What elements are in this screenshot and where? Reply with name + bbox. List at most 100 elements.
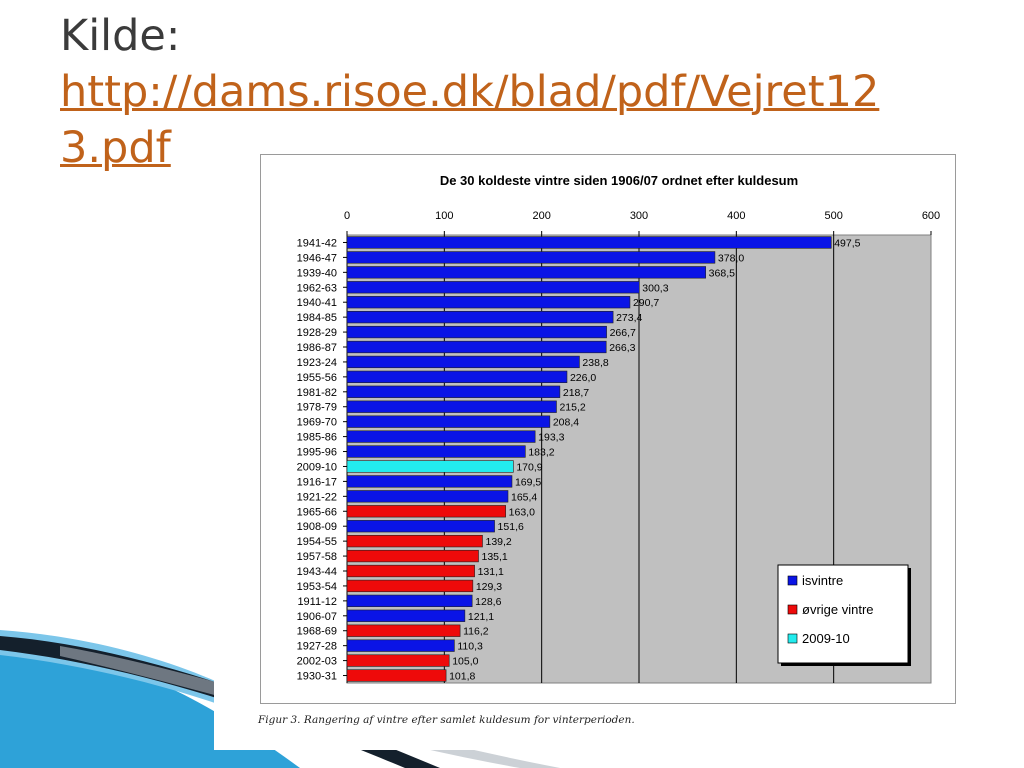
category-label: 1986-87: [297, 342, 337, 354]
bar: [346, 415, 551, 428]
bar: [346, 624, 461, 637]
value-label: 169,5: [515, 476, 541, 488]
category-label: 1978-79: [297, 402, 337, 414]
slide-title: Kilde: http://dams.risoe.dk/blad/pdf/Vej…: [60, 8, 980, 176]
category-label: 1940-41: [297, 297, 337, 309]
category-label: 1916-17: [297, 476, 337, 488]
bar: [346, 609, 466, 622]
category-label: 1923-24: [297, 357, 337, 369]
category-label: 1908-09: [297, 521, 337, 533]
bar: [346, 311, 614, 324]
figure-caption: Figur 3. Rangering af vintre efter samle…: [258, 714, 635, 726]
bar: [346, 445, 526, 458]
value-label: 116,2: [463, 626, 489, 638]
value-label: 378,0: [718, 252, 744, 264]
category-label: 1943-44: [297, 566, 337, 578]
bar: [346, 490, 509, 503]
value-label: 135,1: [481, 551, 507, 563]
value-label: 101,8: [449, 671, 475, 683]
value-label: 121,1: [468, 611, 494, 623]
value-label: 208,4: [553, 417, 579, 429]
value-label: 193,3: [538, 432, 564, 444]
value-label: 151,6: [498, 521, 524, 533]
bar: [346, 549, 479, 563]
chart-frame: De 30 koldeste vintre siden 1906/07 ordn…: [260, 154, 956, 704]
value-label: 273,4: [616, 312, 642, 324]
category-label: 1962-63: [297, 282, 337, 294]
value-label: 131,1: [478, 566, 504, 578]
category-label: 1954-55: [297, 536, 337, 548]
category-label: 1906-07: [297, 611, 337, 623]
x-tick-label: 100: [435, 210, 453, 222]
bar: [346, 400, 557, 413]
value-label: 183,2: [528, 447, 554, 459]
legend-swatch: [787, 575, 798, 586]
category-label: 1995-96: [297, 447, 337, 459]
value-label: 266,3: [609, 342, 635, 354]
category-label: 1957-58: [297, 551, 337, 563]
value-label: 215,2: [559, 402, 585, 414]
value-label: 129,3: [476, 581, 502, 593]
value-label: 368,5: [709, 267, 735, 279]
bar: [346, 370, 568, 383]
x-tick-label: 200: [532, 210, 550, 222]
bar: [346, 535, 483, 548]
x-tick-label: 400: [727, 210, 745, 222]
bar: [346, 639, 455, 652]
category-label: 1939-40: [297, 267, 337, 279]
category-label: 1984-85: [297, 312, 337, 324]
bar: [346, 385, 561, 398]
category-label: 1921-22: [297, 491, 337, 503]
bar: [346, 460, 514, 473]
x-tick-label: 0: [344, 210, 350, 222]
bar: [346, 296, 631, 309]
legend-label: isvintre: [802, 573, 843, 588]
value-label: 497,5: [834, 237, 860, 249]
value-label: 163,0: [509, 506, 535, 518]
x-tick-label: 300: [630, 210, 648, 222]
legend-label: 2009-10: [802, 631, 850, 646]
source-link-continued[interactable]: 3.pdf: [60, 123, 171, 173]
bar: [346, 430, 536, 443]
bar: [346, 669, 447, 682]
category-label: 1955-56: [297, 372, 337, 384]
value-label: 238,8: [582, 357, 608, 369]
bar: [346, 281, 640, 294]
bar: [346, 654, 450, 667]
chart-title: De 30 koldeste vintre siden 1906/07 ordn…: [440, 173, 798, 188]
value-label: 218,7: [563, 387, 589, 399]
source-link[interactable]: http://dams.risoe.dk/blad/pdf/Vejret12: [60, 67, 880, 117]
category-label: 1930-31: [297, 671, 337, 683]
category-label: 1968-69: [297, 626, 337, 638]
value-label: 139,2: [485, 536, 511, 548]
bar: [346, 325, 607, 339]
value-label: 266,7: [610, 327, 636, 339]
category-label: 1969-70: [297, 417, 337, 429]
category-label: 1911-12: [297, 596, 337, 608]
bar-chart: De 30 koldeste vintre siden 1906/07 ordn…: [297, 173, 940, 684]
category-label: 1946-47: [297, 252, 337, 264]
value-label: 300,3: [642, 282, 668, 294]
bar: [346, 266, 706, 279]
value-label: 110,3: [457, 641, 483, 653]
bar: [346, 355, 580, 369]
x-tick-label: 500: [824, 210, 842, 222]
value-label: 165,4: [511, 491, 537, 503]
bar: [346, 564, 475, 578]
figure-panel: De 30 koldeste vintre siden 1906/07 ordn…: [214, 140, 976, 750]
bar: [346, 594, 473, 607]
bar: [346, 340, 607, 354]
value-label: 105,0: [452, 656, 478, 668]
category-label: 1965-66: [297, 506, 337, 518]
legend-label: øvrige vintre: [802, 602, 874, 617]
category-label: 1981-82: [297, 387, 337, 399]
bar: [346, 505, 506, 518]
category-label: 1941-42: [297, 237, 337, 249]
x-tick-label: 600: [922, 210, 940, 222]
legend-swatch: [787, 604, 798, 615]
category-label: 1927-28: [297, 641, 337, 653]
value-label: 226,0: [570, 372, 596, 384]
value-label: 128,6: [475, 596, 501, 608]
bar: [346, 251, 716, 264]
value-label: 170,9: [516, 461, 542, 473]
